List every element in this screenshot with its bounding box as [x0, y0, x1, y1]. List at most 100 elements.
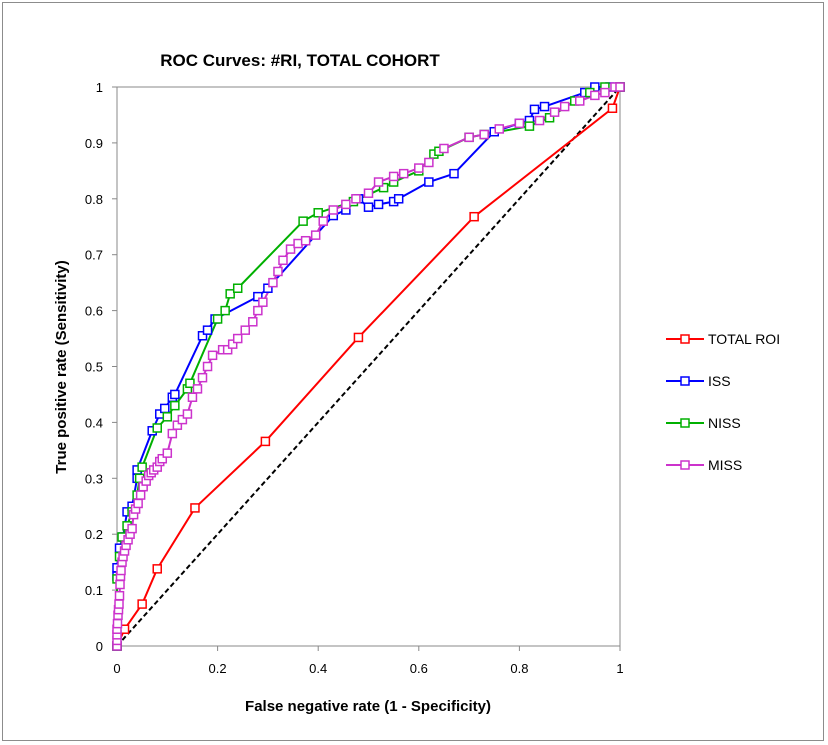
data-point-marker — [278, 255, 288, 266]
data-point-marker — [414, 163, 424, 173]
data-point-marker — [424, 157, 434, 168]
data-point-marker — [539, 101, 550, 112]
data-point-marker — [187, 392, 198, 402]
y-tick-label: 0.3 — [85, 471, 103, 486]
data-point-marker — [192, 384, 203, 394]
data-point-marker — [273, 266, 283, 277]
data-point-marker — [253, 305, 263, 316]
y-tick-label: 0.1 — [85, 583, 103, 598]
data-point-marker — [197, 331, 208, 341]
data-point-marker — [227, 339, 238, 349]
y-axis: 0 0.1 0.2 0.3 0.4 0.5 0.6 0.7 0.8 0.9 1 — [85, 80, 117, 654]
data-point-marker — [393, 194, 404, 204]
data-point-marker — [112, 618, 123, 629]
legend: TOTAL ROI ISS NISS MISS — [666, 331, 780, 473]
data-point-marker — [115, 579, 125, 590]
data-point-marker — [590, 90, 600, 101]
series-line-total-roi — [116, 86, 621, 647]
data-point-marker — [439, 143, 449, 154]
data-point-marker — [222, 344, 233, 355]
x-tick-label: 1 — [616, 661, 623, 676]
data-point-marker — [469, 211, 479, 222]
x-axis: 0 0.2 0.4 0.6 0.8 1 — [113, 646, 624, 676]
data-point-marker — [232, 333, 243, 344]
data-point-marker — [494, 124, 505, 134]
data-point-marker — [170, 389, 180, 400]
data-point-marker — [615, 82, 625, 92]
data-point-marker — [351, 194, 361, 204]
data-point-marker — [464, 132, 474, 143]
data-point-marker — [202, 361, 213, 372]
data-point-marker — [378, 182, 389, 193]
y-tick-label: 0.5 — [85, 360, 103, 375]
x-axis-title: False negative rate (1 - Specificity) — [245, 698, 491, 715]
data-point-marker — [449, 168, 459, 179]
data-point-marker — [524, 121, 535, 131]
data-point-marker — [248, 317, 258, 327]
x-tick-label: 0 — [113, 661, 120, 676]
data-point-marker — [190, 503, 200, 513]
data-point-marker — [258, 297, 268, 307]
data-point-marker — [479, 129, 489, 140]
data-point-marker — [160, 403, 170, 414]
data-point-marker — [341, 199, 351, 210]
data-point-marker — [534, 115, 545, 126]
data-point-marker — [185, 378, 195, 389]
data-point-marker — [116, 565, 126, 576]
legend-marker — [680, 376, 690, 386]
data-point-marker — [137, 462, 147, 472]
data-point-marker — [373, 199, 384, 210]
data-point-marker — [263, 283, 273, 293]
data-point-marker — [328, 205, 339, 215]
data-point-marker — [607, 103, 618, 113]
y-tick-label: 0.7 — [85, 248, 103, 263]
data-point-marker — [285, 244, 296, 254]
data-point-marker — [177, 414, 188, 425]
y-axis-title: True positive rate (Sensitivity) — [53, 260, 70, 473]
data-point-marker — [298, 216, 308, 226]
data-point-marker — [225, 289, 235, 299]
data-point-marker — [310, 230, 321, 240]
data-point-marker — [220, 305, 230, 316]
y-tick-label: 0.8 — [85, 192, 103, 207]
y-tick-label: 0.2 — [85, 527, 103, 542]
x-tick-label: 0.2 — [209, 661, 227, 676]
y-tick-label: 0.4 — [85, 415, 103, 430]
data-point-marker — [167, 428, 178, 439]
chart-title: ROC Curves: #RI, TOTAL COHORT — [160, 51, 440, 70]
y-tick-label: 0.9 — [85, 136, 103, 151]
data-point-marker — [373, 177, 384, 187]
legend-label: NISS — [708, 415, 741, 431]
legend-marker — [680, 460, 690, 470]
data-point-marker — [232, 283, 243, 293]
data-point-marker — [313, 208, 323, 218]
data-point-marker — [253, 291, 263, 302]
legend-label: MISS — [708, 457, 742, 473]
data-point-marker — [133, 498, 143, 509]
legend-marker — [680, 334, 690, 344]
data-point-marker — [162, 448, 173, 458]
legend-marker — [680, 418, 690, 428]
data-point-marker — [135, 490, 146, 500]
data-point-marker — [202, 325, 213, 335]
data-point-marker — [170, 400, 180, 411]
legend-label: ISS — [708, 373, 731, 389]
data-point-marker — [529, 104, 540, 115]
data-point-marker — [212, 314, 223, 324]
data-point-marker — [197, 372, 208, 383]
data-point-marker — [114, 590, 125, 601]
data-point-marker — [363, 188, 374, 198]
reference-diagonal-line — [116, 86, 621, 647]
data-point-marker — [182, 409, 193, 419]
data-point-marker — [260, 436, 271, 447]
legend-label: TOTAL ROI — [708, 331, 780, 347]
y-tick-label: 0.6 — [85, 304, 103, 319]
data-point-marker — [575, 96, 585, 106]
data-point-marker — [600, 87, 610, 98]
data-point-marker — [353, 332, 364, 343]
data-point-marker — [559, 101, 570, 112]
data-point-marker — [152, 423, 162, 433]
data-point-marker — [240, 325, 251, 335]
